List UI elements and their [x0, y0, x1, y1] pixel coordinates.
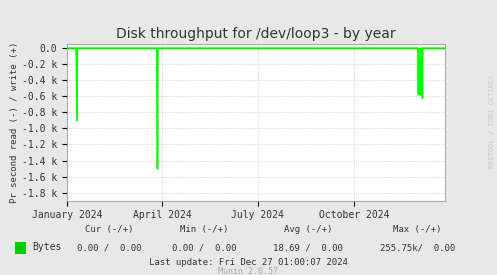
Y-axis label: Pr second read (-) / write (+): Pr second read (-) / write (+)	[10, 42, 19, 203]
Text: Last update: Fri Dec 27 01:00:07 2024: Last update: Fri Dec 27 01:00:07 2024	[149, 258, 348, 267]
Text: 18.69 /  0.00: 18.69 / 0.00	[273, 243, 343, 252]
Title: Disk throughput for /dev/loop3 - by year: Disk throughput for /dev/loop3 - by year	[116, 28, 396, 42]
Text: 255.75k/  0.00: 255.75k/ 0.00	[380, 243, 455, 252]
Text: Bytes: Bytes	[32, 243, 62, 252]
Text: RRDTOOL / TOBI OETIKER: RRDTOOL / TOBI OETIKER	[489, 74, 495, 168]
Text: Min (-/+): Min (-/+)	[179, 226, 228, 234]
Text: Munin 2.0.57: Munin 2.0.57	[219, 267, 278, 275]
Text: Avg (-/+): Avg (-/+)	[284, 226, 332, 234]
Text: Cur (-/+): Cur (-/+)	[85, 226, 134, 234]
Text: Max (-/+): Max (-/+)	[393, 226, 442, 234]
Text: 0.00 /  0.00: 0.00 / 0.00	[171, 243, 236, 252]
Text: 0.00 /  0.00: 0.00 / 0.00	[77, 243, 142, 252]
